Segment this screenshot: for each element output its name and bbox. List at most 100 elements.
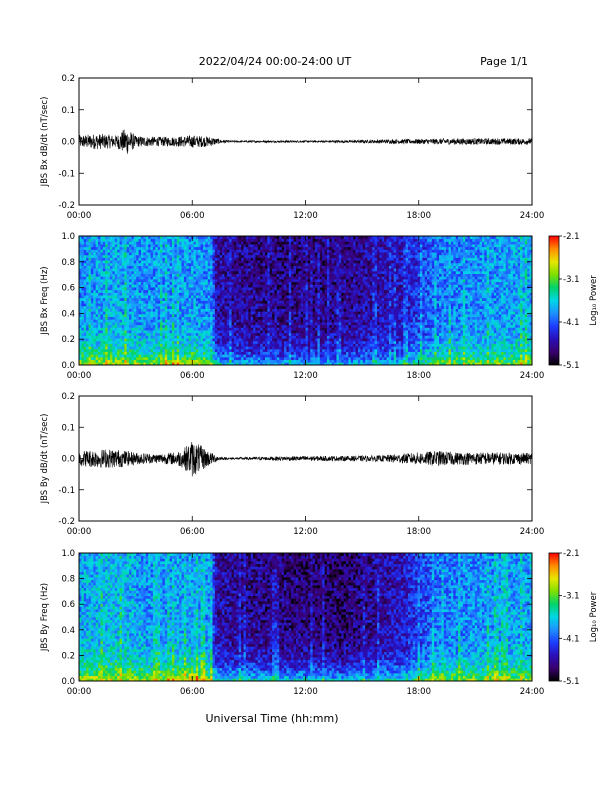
spectrogram-cell bbox=[112, 276, 115, 279]
spectrogram-cell bbox=[241, 317, 244, 320]
spectrogram-cell bbox=[320, 330, 323, 333]
spectrogram-cell bbox=[122, 239, 125, 242]
spectrogram-cell bbox=[234, 314, 237, 317]
spectrogram-cell bbox=[122, 290, 125, 293]
spectrogram-cell bbox=[260, 258, 263, 261]
spectrogram-cell bbox=[234, 317, 237, 320]
spectrogram-cell bbox=[89, 352, 92, 355]
spectrogram-cell bbox=[241, 309, 244, 312]
spectrogram-cell bbox=[279, 352, 282, 355]
spectrogram-cell bbox=[124, 298, 127, 301]
spectrogram-cell bbox=[110, 303, 113, 306]
spectrogram-cell bbox=[189, 241, 192, 244]
spectrogram-cell bbox=[208, 282, 211, 285]
spectrogram-cell bbox=[289, 330, 292, 333]
spectrogram-cell bbox=[201, 260, 204, 263]
spectrogram-cell bbox=[84, 284, 87, 287]
spectrogram-cell bbox=[248, 319, 251, 322]
spectrogram-cell bbox=[120, 352, 123, 355]
spectrogram-cell bbox=[143, 357, 146, 360]
spectrogram-cell bbox=[191, 352, 194, 355]
spectrogram-cell bbox=[139, 327, 142, 330]
spectrogram-cell bbox=[303, 276, 306, 279]
spectrogram-cell bbox=[286, 354, 289, 357]
spectrogram-cell bbox=[306, 309, 309, 312]
spectrogram-cell bbox=[91, 260, 94, 263]
spectrogram-cell bbox=[222, 317, 225, 320]
spectrogram-cell bbox=[234, 258, 237, 261]
spectrogram-cell bbox=[184, 341, 187, 344]
spectrogram-cell bbox=[232, 260, 235, 263]
spectrogram-cell bbox=[298, 341, 301, 344]
spectrogram-cell bbox=[134, 306, 137, 309]
spectrogram-cell bbox=[322, 314, 325, 317]
spectrogram-cell bbox=[289, 295, 292, 298]
spectrogram-cell bbox=[267, 317, 270, 320]
spectrogram-cell bbox=[96, 303, 99, 306]
spectrogram-cell bbox=[320, 306, 323, 309]
spectrogram-cell bbox=[124, 239, 127, 242]
spectrogram-cell bbox=[158, 287, 161, 290]
spectrogram-cell bbox=[108, 266, 111, 269]
spectrogram-cell bbox=[143, 255, 146, 258]
spectrogram-cell bbox=[315, 335, 318, 338]
spectrogram-cell bbox=[227, 335, 230, 338]
spectrogram-cell bbox=[303, 260, 306, 263]
spectrogram-cell bbox=[136, 344, 139, 347]
spectrogram-cell bbox=[93, 298, 96, 301]
spectrogram-cell bbox=[103, 295, 106, 298]
spectrogram-cell bbox=[122, 255, 125, 258]
spectrogram-cell bbox=[98, 241, 101, 244]
spectrogram-cell bbox=[170, 249, 173, 252]
spectrogram-cell bbox=[298, 314, 301, 317]
spectrogram-cell bbox=[301, 249, 304, 252]
spectrogram-cell bbox=[120, 276, 123, 279]
spectrogram-cell bbox=[84, 352, 87, 355]
spectrogram-cell bbox=[203, 279, 206, 282]
spectrogram-cell bbox=[184, 241, 187, 244]
spectrogram-cell bbox=[96, 266, 99, 269]
spectrogram-cell bbox=[170, 271, 173, 274]
spectrogram-cell bbox=[122, 263, 125, 266]
spectrogram-cell bbox=[177, 303, 180, 306]
spectrogram-cell bbox=[253, 255, 256, 258]
spectrogram-cell bbox=[308, 239, 311, 242]
spectrogram-cell bbox=[282, 260, 285, 263]
spectrogram-cell bbox=[108, 244, 111, 247]
spectrogram-cell bbox=[272, 335, 275, 338]
spectrogram-cell bbox=[198, 309, 201, 312]
spectrogram-cell bbox=[208, 306, 211, 309]
spectrogram-cell bbox=[251, 314, 254, 317]
spectrogram-cell bbox=[272, 279, 275, 282]
spectrogram-cell bbox=[141, 338, 144, 341]
spectrogram-cell bbox=[117, 249, 120, 252]
spectrogram-cell bbox=[298, 301, 301, 304]
spectrogram-cell bbox=[81, 314, 84, 317]
spectrogram-cell bbox=[258, 249, 261, 252]
spectrogram-cell bbox=[110, 255, 113, 258]
spectrogram-cell bbox=[84, 263, 87, 266]
spectrogram-cell bbox=[286, 360, 289, 363]
spectrogram-cell bbox=[286, 292, 289, 295]
spectrogram-cell bbox=[124, 354, 127, 357]
spectrogram-cell bbox=[108, 311, 111, 314]
spectrogram-cell bbox=[232, 266, 235, 269]
spectrogram-cell bbox=[267, 241, 270, 244]
spectrogram-cell bbox=[174, 263, 177, 266]
spectrogram-cell bbox=[131, 314, 134, 317]
spectrogram-cell bbox=[201, 319, 204, 322]
spectrogram-cell bbox=[310, 271, 313, 274]
spectrogram-cell bbox=[136, 341, 139, 344]
spectrogram-cell bbox=[289, 249, 292, 252]
spectrogram-cell bbox=[177, 290, 180, 293]
spectrogram-cell bbox=[186, 330, 189, 333]
spectrogram-cell bbox=[108, 255, 111, 258]
spectrogram-cell bbox=[81, 284, 84, 287]
spectrogram-cell bbox=[241, 268, 244, 271]
spectrogram-cell bbox=[105, 330, 108, 333]
spectrogram-cell bbox=[265, 360, 268, 363]
spectrogram-cell bbox=[179, 341, 182, 344]
spectrogram-cell bbox=[141, 319, 144, 322]
spectrogram-cell bbox=[96, 317, 99, 320]
spectrogram-cell bbox=[260, 338, 263, 341]
